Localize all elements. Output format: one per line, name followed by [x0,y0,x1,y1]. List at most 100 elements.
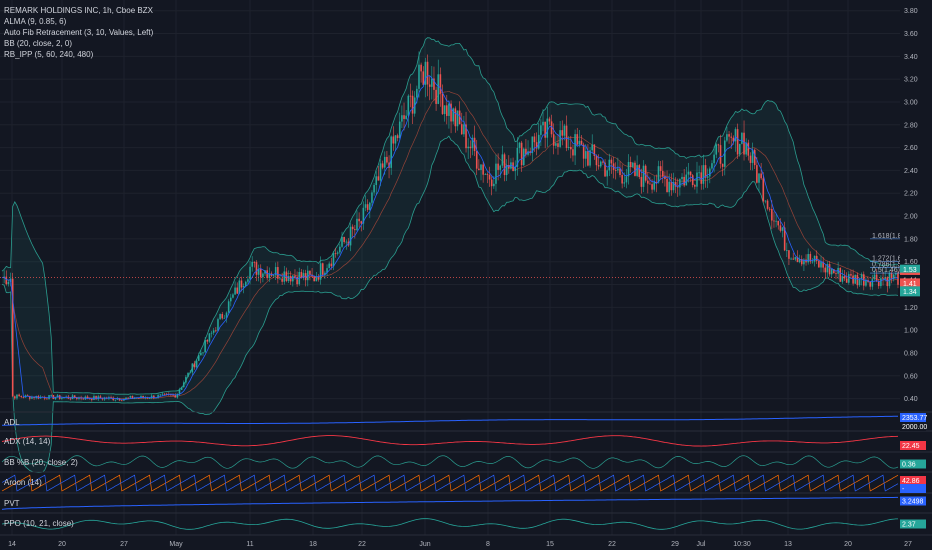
candle-body [232,294,234,298]
candle-body [572,149,574,156]
candle-body [195,360,198,368]
candle-body [717,144,720,146]
price-tick-label: 2.60 [904,145,918,152]
candle-body [366,204,369,210]
candle-body [480,164,482,170]
candle-body [488,174,491,180]
candle-body [711,163,713,169]
pane-value-label: 2.37 [902,522,916,529]
candle-body [721,163,724,167]
pane-label-adx[interactable]: ADX (14, 14) [4,437,51,446]
candle-body [142,395,144,398]
candle-body [627,161,630,177]
candle-body [815,255,818,261]
candle-body [292,275,294,282]
price-tick-label: 0.60 [904,373,918,380]
candle-body [332,253,335,267]
candle-body [854,274,857,284]
candle-body [531,136,534,154]
pane-label-bbpb[interactable]: BB %B (20, close, 2) [4,458,78,467]
candle-body [398,121,401,139]
candle-body [326,268,328,273]
candle-body [756,165,758,183]
adx-line [1,435,899,447]
candle-body [178,389,181,394]
candle-body [604,162,606,177]
legend-bb[interactable]: BB (20, close, 2, 0) [4,39,73,48]
candle-body [69,398,72,400]
candle-body [762,178,765,202]
candle-body [191,363,194,373]
price-badge-label: 1.41 [903,281,917,288]
candle-body [775,220,777,222]
candle-body [7,281,10,285]
candle-body [302,273,305,278]
price-tick-label: 3.40 [904,54,918,61]
candle-body [644,165,647,181]
candle-body [525,148,527,155]
price-badge[interactable] [900,278,920,289]
candle-body [369,202,371,210]
candle-body [56,395,59,398]
candle-body [685,174,688,186]
candle-body [884,277,886,280]
candle-body [339,246,341,253]
time-tick-label: 15 [546,541,554,548]
candle-body [706,176,709,178]
candle-body [433,78,435,90]
candle-body [31,396,33,399]
candle-body [792,258,795,260]
candle-body [448,103,450,116]
candle-body [822,261,824,268]
legend-alma[interactable]: ALMA (9, 0.85, 6) [4,17,67,26]
legend-symbol[interactable]: REMARK HOLDINGS INC, 1h, Cboe BZX [4,6,153,15]
candle-body [768,208,771,210]
pane-label-adl[interactable]: ADL [4,418,20,427]
candle-body [343,236,345,242]
candle-body [114,399,117,401]
candle-body [212,330,215,333]
candle-body [223,317,226,319]
candle-body [392,136,395,144]
candle-body [771,209,773,221]
candle-body [247,279,249,282]
candle-body [661,170,664,177]
time-tick-label: 13 [784,541,792,548]
candle-body [473,137,476,152]
candle-body [617,168,619,171]
price-badge[interactable] [900,264,920,275]
candle-body [809,254,812,262]
candle-body [555,143,557,146]
pane-label-aroon[interactable]: Aroon (14) [4,478,42,487]
candle-body [165,393,168,395]
candle-body [798,259,801,263]
candle-body [845,278,848,283]
candle-body [309,270,311,275]
candle-body [73,395,76,398]
legend-rbipp[interactable]: RB_IPP (5, 60, 240, 480) [4,50,94,59]
pane-label-pvt[interactable]: PVT [4,499,20,508]
pane-label-ppo[interactable]: PPO (10, 21, close) [4,519,74,528]
candle-body [227,301,230,313]
candle-body [187,372,189,377]
candle-body [236,287,239,294]
candle-body [582,144,585,159]
candle-body [574,134,576,156]
candle-body [153,395,155,399]
candle-body [670,181,673,191]
price-tick-label: 2.80 [904,122,918,129]
candle-body [251,261,253,267]
candle-body [642,165,645,187]
candle-body [734,129,737,142]
candle-body [268,273,271,279]
price-badge[interactable] [900,286,920,297]
candle-body [148,398,151,399]
candle-body [283,271,286,282]
legend-fib[interactable]: Auto Fib Retracement (3, 10, Values, Lef… [4,28,154,37]
candle-body [279,278,281,280]
candle-body [95,396,97,400]
candle-body [172,394,174,396]
price-badge-label: 1.53 [903,267,917,274]
pane-value-badge [900,413,926,422]
